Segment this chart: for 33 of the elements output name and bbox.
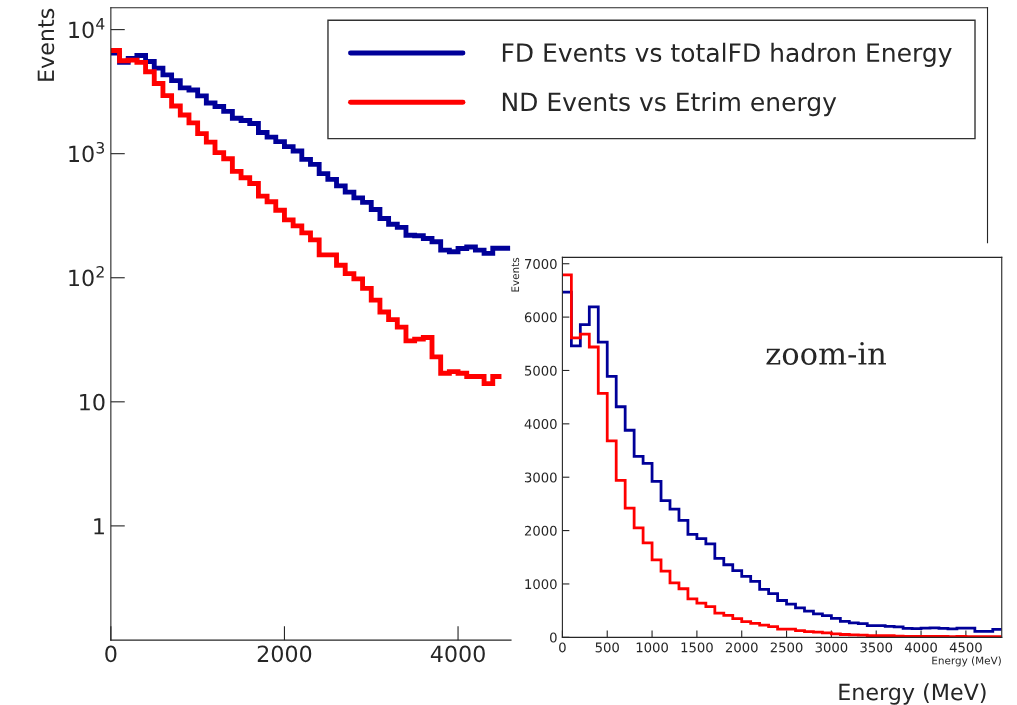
x-tick-label: 0 bbox=[105, 645, 117, 663]
x-tick-label: 2000 bbox=[725, 642, 758, 653]
x-tick-label: 500 bbox=[595, 642, 619, 653]
y-tick-label: 4000 bbox=[524, 419, 557, 430]
y-tick-label: 7000 bbox=[525, 258, 557, 269]
y-tick-label: 6000 bbox=[524, 312, 557, 323]
y-axis-title: Events bbox=[37, 8, 55, 81]
y-axis-title: Events bbox=[511, 257, 520, 292]
legend-label: ND Events vs Etrim energy bbox=[502, 91, 837, 117]
y-tick-label: 1 bbox=[94, 518, 104, 535]
x-tick-label: 4000 bbox=[430, 645, 485, 663]
x-tick-label: 1500 bbox=[681, 642, 713, 653]
x-tick-label: 0 bbox=[559, 642, 566, 653]
x-tick-label: 4500 bbox=[949, 642, 982, 653]
y-tick-label: 10 bbox=[80, 393, 105, 411]
y-tick-label: 0 bbox=[550, 632, 557, 643]
y-tick-label: 2000 bbox=[524, 525, 557, 536]
x-tick-label: 3500 bbox=[860, 642, 893, 653]
x-tick-label: 2000 bbox=[257, 645, 312, 663]
y-tick-label: 1000 bbox=[525, 579, 557, 590]
x-axis-title: Energy (MeV) bbox=[932, 656, 1001, 667]
legend-label: FD Events vs totalFD hadron Energy bbox=[502, 42, 952, 67]
y-tick-label: 10$^{3}$ bbox=[69, 141, 105, 163]
x-tick-label: 3000 bbox=[815, 642, 848, 653]
x-tick-label: 2500 bbox=[770, 642, 803, 653]
annotation: zoom-in bbox=[766, 342, 886, 365]
y-tick-label: 10$^{2}$ bbox=[69, 265, 104, 287]
y-tick-label: 3000 bbox=[524, 472, 557, 483]
x-tick-label: 1000 bbox=[636, 642, 668, 653]
y-tick-label: 5000 bbox=[524, 365, 557, 376]
x-axis-title: Energy (MeV) bbox=[839, 683, 986, 705]
x-tick-label: 4000 bbox=[904, 642, 937, 653]
y-tick-label: 10$^{4}$ bbox=[69, 18, 105, 39]
